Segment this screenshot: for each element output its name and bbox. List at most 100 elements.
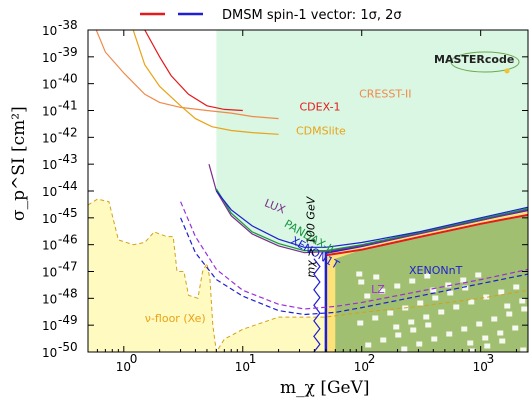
- annotation-lz: LZ: [371, 283, 385, 296]
- series-line-pandax-ii: [215, 188, 528, 252]
- best-fit-speckle: [394, 283, 401, 289]
- best-fit-speckle: [357, 320, 364, 326]
- best-fit-speckle: [358, 279, 365, 285]
- x-tick-exponent: 3: [487, 352, 495, 366]
- best-fit-speckle: [469, 348, 476, 352]
- y-tick-label: 10: [42, 212, 57, 226]
- best-fit-speckle: [447, 290, 454, 296]
- y-tick-label: 10: [42, 319, 57, 333]
- best-fit-speckle: [497, 330, 504, 336]
- y-tick-label: 10: [42, 239, 57, 253]
- best-fit-1sigma-boundary: [325, 213, 528, 257]
- best-fit-speckle: [467, 340, 474, 346]
- y-tick-label: 10: [42, 78, 57, 92]
- best-fit-speckle: [395, 332, 402, 338]
- y-tick-exponent: -48: [58, 286, 78, 300]
- x-tick-exponent: 2: [368, 352, 376, 366]
- mass-cut-divider: [313, 258, 321, 352]
- logo-dot: [504, 68, 510, 74]
- best-fit-speckle: [468, 299, 475, 305]
- excluded-region: [216, 30, 528, 253]
- annotation-cdex-1: CDEX-1: [300, 101, 341, 114]
- annotation--floor-xe-: ν-floor (Xe): [145, 312, 206, 325]
- best-fit-speckle: [409, 278, 416, 284]
- series-line-xenonnt: [180, 217, 528, 316]
- best-fit-speckle: [499, 338, 506, 344]
- logo-orbit: [450, 51, 520, 73]
- best-fit-speckle: [356, 271, 363, 277]
- best-fit-speckle: [498, 289, 505, 295]
- legend: DMSM spin-1 vector: 1σ, 2σ: [140, 8, 402, 23]
- best-fit-speckle: [424, 273, 431, 279]
- neutrino-floor-line: [88, 198, 528, 352]
- best-fit-speckle: [445, 282, 452, 288]
- mastercode-logo: MASTERcode: [434, 51, 520, 74]
- y-tick-exponent: -39: [58, 45, 78, 59]
- best-fit-speckle: [454, 354, 460, 359]
- annotation-m-100-gev: mχ > 100 GeV: [304, 195, 317, 277]
- best-fit-speckle: [491, 316, 498, 322]
- best-fit-speckle: [520, 347, 527, 352]
- series-line-cresst-ii: [95, 30, 279, 120]
- best-fit-1sigma-region: [335, 214, 528, 352]
- x-tick-label: 10: [116, 360, 131, 374]
- best-fit-speckle: [416, 341, 423, 347]
- best-fit-speckle: [417, 300, 424, 306]
- best-fit-speckle: [506, 311, 513, 317]
- series-line-xenon1t: [215, 190, 528, 248]
- y-tick-label: 10: [42, 51, 57, 65]
- y-tick-label: 10: [42, 158, 57, 172]
- annotation-xenonnt: XENONnT: [409, 264, 463, 277]
- legend-label: DMSM spin-1 vector: 1σ, 2σ: [222, 8, 402, 23]
- best-fit-speckle: [504, 303, 511, 309]
- annotation-cdmslite: CDMSlite: [296, 124, 346, 137]
- y-tick-exponent: -50: [58, 340, 78, 354]
- best-fit-speckle: [365, 342, 372, 348]
- best-fit-speckle: [425, 322, 432, 328]
- best-fit-speckle: [476, 321, 483, 327]
- best-fit-speckle: [431, 336, 438, 342]
- best-fit-speckle: [408, 319, 415, 325]
- best-fit-speckle: [438, 309, 445, 315]
- best-fit-speckle: [462, 285, 469, 291]
- y-tick-exponent: -41: [58, 99, 78, 113]
- best-fit-speckle: [460, 277, 467, 283]
- annotation-cresst-ii: CRESST-II: [359, 88, 411, 101]
- y-tick-exponent: -45: [58, 206, 78, 220]
- y-tick-label: 10: [42, 131, 57, 145]
- best-fit-speckle: [513, 284, 520, 290]
- y-tick-exponent: -47: [58, 260, 78, 274]
- best-fit-speckle: [484, 343, 491, 349]
- y-tick-label: 10: [42, 185, 57, 199]
- x-tick-exponent: 1: [249, 352, 257, 366]
- best-fit-speckle: [519, 298, 526, 304]
- best-fit-speckle: [387, 310, 394, 316]
- best-fit-speckle: [432, 295, 439, 301]
- best-fit-speckle: [373, 274, 380, 280]
- y-tick-exponent: -40: [58, 72, 78, 86]
- logo-text: MASTERcode: [434, 53, 514, 66]
- x-axis-title: m_χ [GeV]: [280, 378, 370, 398]
- best-fit-speckle: [423, 314, 430, 320]
- x-tick-label: 10: [473, 360, 488, 374]
- y-axis-title: σ_p^SI [cm²]: [9, 106, 29, 221]
- y-tick-exponent: -43: [58, 152, 78, 166]
- best-fit-speckle: [388, 360, 394, 365]
- best-fit-speckle: [439, 359, 445, 364]
- y-tick-label: 10: [42, 292, 57, 306]
- best-fit-speckle: [483, 294, 490, 300]
- series-line-cdex-1: [144, 30, 243, 112]
- best-fit-speckle: [446, 331, 453, 337]
- best-fit-speckle: [372, 315, 379, 321]
- best-fit-speckle: [512, 325, 519, 331]
- best-fit-speckle: [430, 287, 437, 293]
- best-fit-speckle: [482, 335, 489, 341]
- best-fit-speckle: [410, 327, 417, 333]
- best-fit-speckle: [401, 346, 408, 352]
- x-tick-label: 10: [354, 360, 369, 374]
- y-tick-exponent: -49: [58, 313, 78, 327]
- y-tick-exponent: -38: [58, 18, 78, 32]
- best-fit-speckle: [380, 337, 387, 343]
- best-fit-speckle: [379, 288, 386, 294]
